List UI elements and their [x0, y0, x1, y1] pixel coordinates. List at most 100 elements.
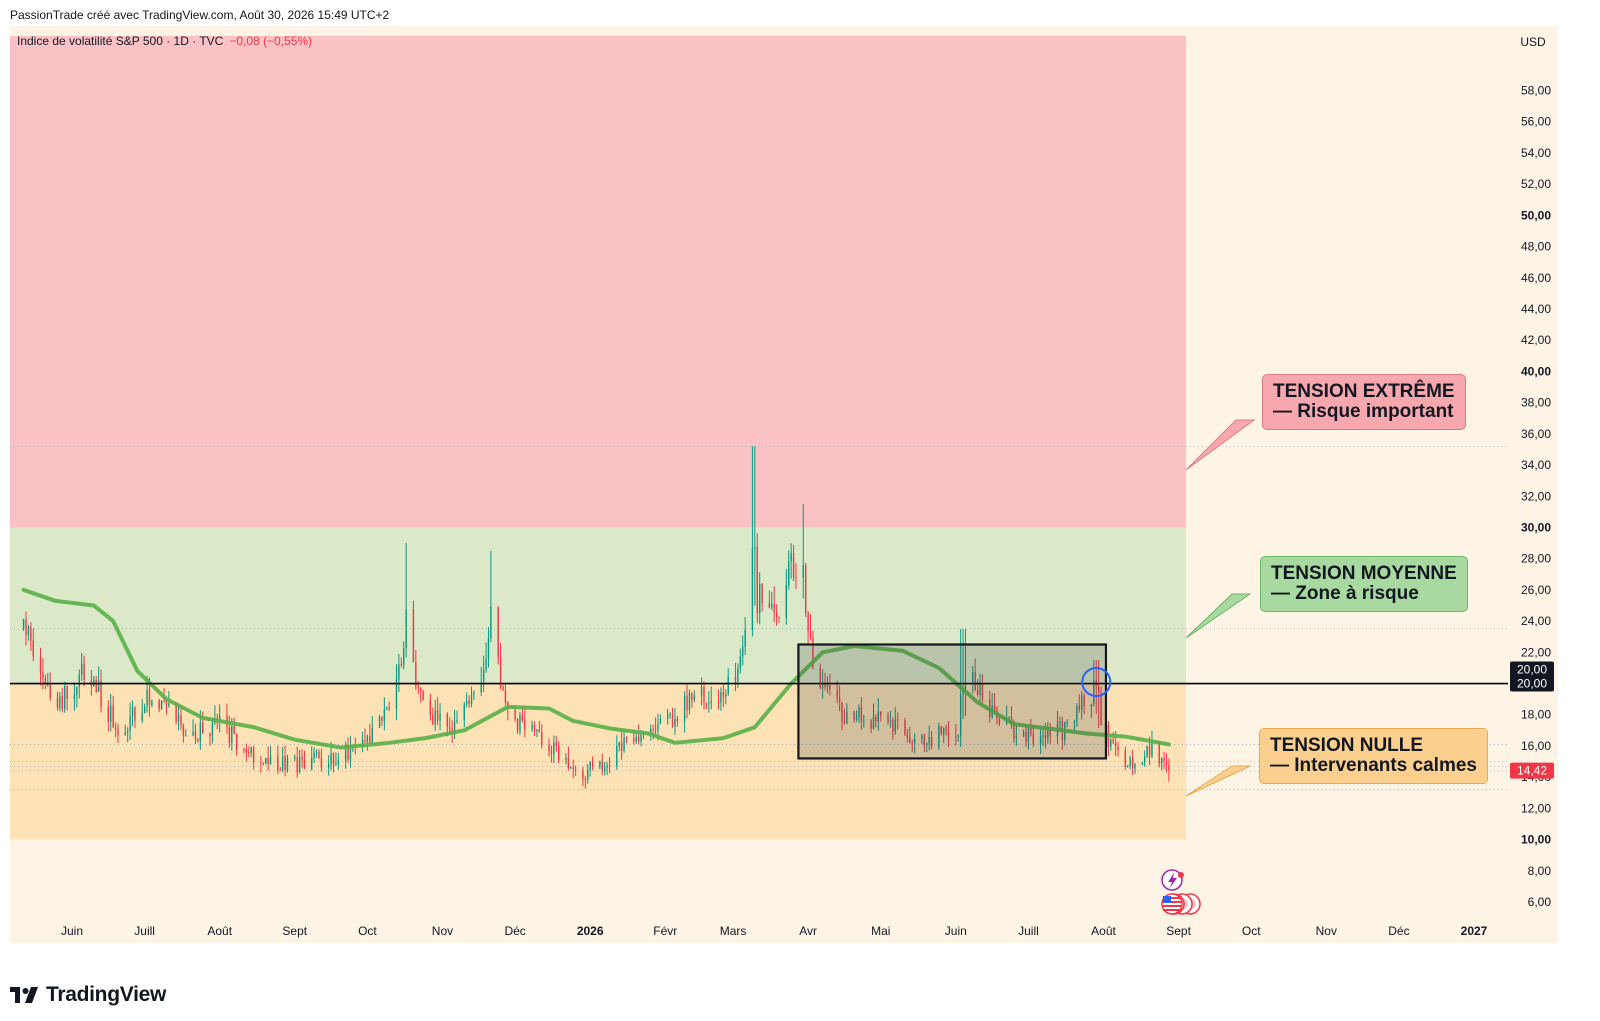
candle-body-116 [415, 662, 417, 687]
candle-body-303 [1047, 727, 1049, 739]
candle-body-170 [599, 761, 601, 767]
candle-body-110 [395, 679, 398, 709]
candle-body-193 [674, 719, 676, 727]
candle-body-202 [705, 702, 708, 705]
candle-body-43 [165, 701, 168, 706]
candle-body-92 [332, 752, 335, 766]
candle-body-327 [1129, 757, 1131, 766]
candle-body-34 [134, 707, 136, 721]
y-tick-3: 12,00 [1521, 801, 1551, 815]
candle-body-283 [979, 684, 981, 695]
candle-body-273 [945, 728, 947, 731]
candle-body-178 [623, 737, 625, 751]
candle-body-71 [262, 763, 264, 765]
y-tick-1: 8,00 [1528, 864, 1552, 878]
candle-body-40 [158, 699, 160, 709]
candle-body-314 [1083, 695, 1085, 707]
callout-tension-nulle[interactable]: TENSION NULLE — Intervenants calmes [1259, 728, 1488, 784]
candle-body-117 [417, 686, 419, 688]
candle-body-257 [892, 720, 894, 732]
moving-average-line-0 [21, 587, 1171, 750]
candle-body-123 [436, 710, 439, 721]
candle-body-274 [947, 730, 950, 737]
candle-body-179 [625, 737, 628, 739]
candle-body-86 [313, 752, 315, 758]
candle-body-299 [1032, 733, 1035, 744]
x-tick-10: Avr [799, 924, 817, 938]
candle-body-165 [582, 770, 584, 779]
x-tick-3: Sept [282, 924, 307, 938]
candle-body-187 [654, 729, 657, 731]
candle-body-87 [315, 751, 318, 753]
symbol-legend: Indice de volatilité S&P 500 · 1D · TVC −… [17, 34, 312, 48]
y-tick-17: 40,00 [1521, 364, 1551, 378]
candle-body-312 [1078, 706, 1081, 710]
candle-body-93 [335, 763, 337, 766]
candle-body-263 [911, 742, 913, 744]
candle-body-228 [792, 552, 795, 578]
candle-body-209 [727, 676, 729, 695]
candle-body-7 [44, 678, 47, 685]
candle-body-191 [669, 714, 671, 716]
y-tick-16: 38,00 [1521, 396, 1551, 410]
candle-body-94 [337, 760, 340, 764]
x-tick-0: Juin [61, 924, 83, 938]
candle-body-30 [124, 732, 126, 736]
x-tick-6: Déc [504, 924, 525, 938]
currency-label: USD [1520, 35, 1546, 49]
candle-body-162 [570, 767, 572, 769]
candle-body-115 [412, 609, 415, 663]
x-tick-9: Mars [720, 924, 747, 938]
candle-body-70 [260, 762, 262, 764]
candle-body-329 [1134, 764, 1136, 769]
candle-body-73 [267, 757, 269, 765]
candle-body-15 [73, 695, 76, 700]
candle-body-79 [286, 757, 289, 770]
candle-body-300 [1039, 736, 1042, 744]
candle-body-224 [778, 616, 780, 618]
candle-body-82 [298, 756, 301, 773]
candle-body-130 [463, 704, 465, 721]
candle-body-100 [361, 740, 364, 747]
chart-header-credit: PassionTrade créé avec TradingView.com, … [10, 8, 390, 22]
candle-body-183 [640, 733, 642, 742]
candle-body-62 [231, 725, 233, 744]
price-axis-background [1508, 26, 1558, 943]
callout-extreme-pointer [1185, 419, 1256, 471]
candle-body-56 [211, 723, 214, 737]
candle-body-126 [449, 726, 451, 730]
candle-body-338 [1165, 761, 1168, 766]
candle-body-109 [388, 707, 390, 709]
candle-body-249 [863, 719, 865, 722]
y-tick-19: 44,00 [1521, 302, 1551, 316]
candle-body-159 [558, 745, 560, 761]
y-tick-0: 6,00 [1528, 895, 1552, 909]
x-tick-1: Juill [134, 924, 155, 938]
candle-body-38 [148, 689, 151, 705]
candle-body-41 [160, 700, 163, 709]
candle-body-128 [453, 721, 456, 734]
candle-body-23 [97, 680, 100, 692]
candle-body-148 [521, 715, 524, 721]
callout-tension-moyenne[interactable]: TENSION MOYENNE — Zone à risque [1260, 556, 1468, 612]
tradingview-logo[interactable]: TradingView [10, 983, 166, 1007]
candle-body-135 [480, 681, 482, 693]
x-tick-13: Juill [1018, 924, 1039, 938]
candle-body-51 [194, 731, 197, 740]
callout-moyenne-pointer [1185, 593, 1252, 639]
callout-tension-extreme[interactable]: TENSION EXTRÊME — Risque important [1262, 374, 1466, 430]
candle-body-220 [768, 602, 771, 608]
x-tick-5: Nov [432, 924, 453, 938]
candle-body-112 [400, 664, 403, 666]
candle-body-168 [589, 761, 591, 771]
candle-body-63 [233, 725, 235, 734]
candle-body-67 [248, 751, 250, 754]
x-tick-17: Nov [1316, 924, 1337, 938]
candle-body-289 [998, 719, 1001, 724]
candle-body-78 [284, 756, 286, 770]
candle-body-119 [422, 691, 424, 701]
candle-body-118 [419, 687, 422, 692]
candle-body-269 [930, 737, 933, 748]
candle-body-154 [541, 732, 543, 745]
